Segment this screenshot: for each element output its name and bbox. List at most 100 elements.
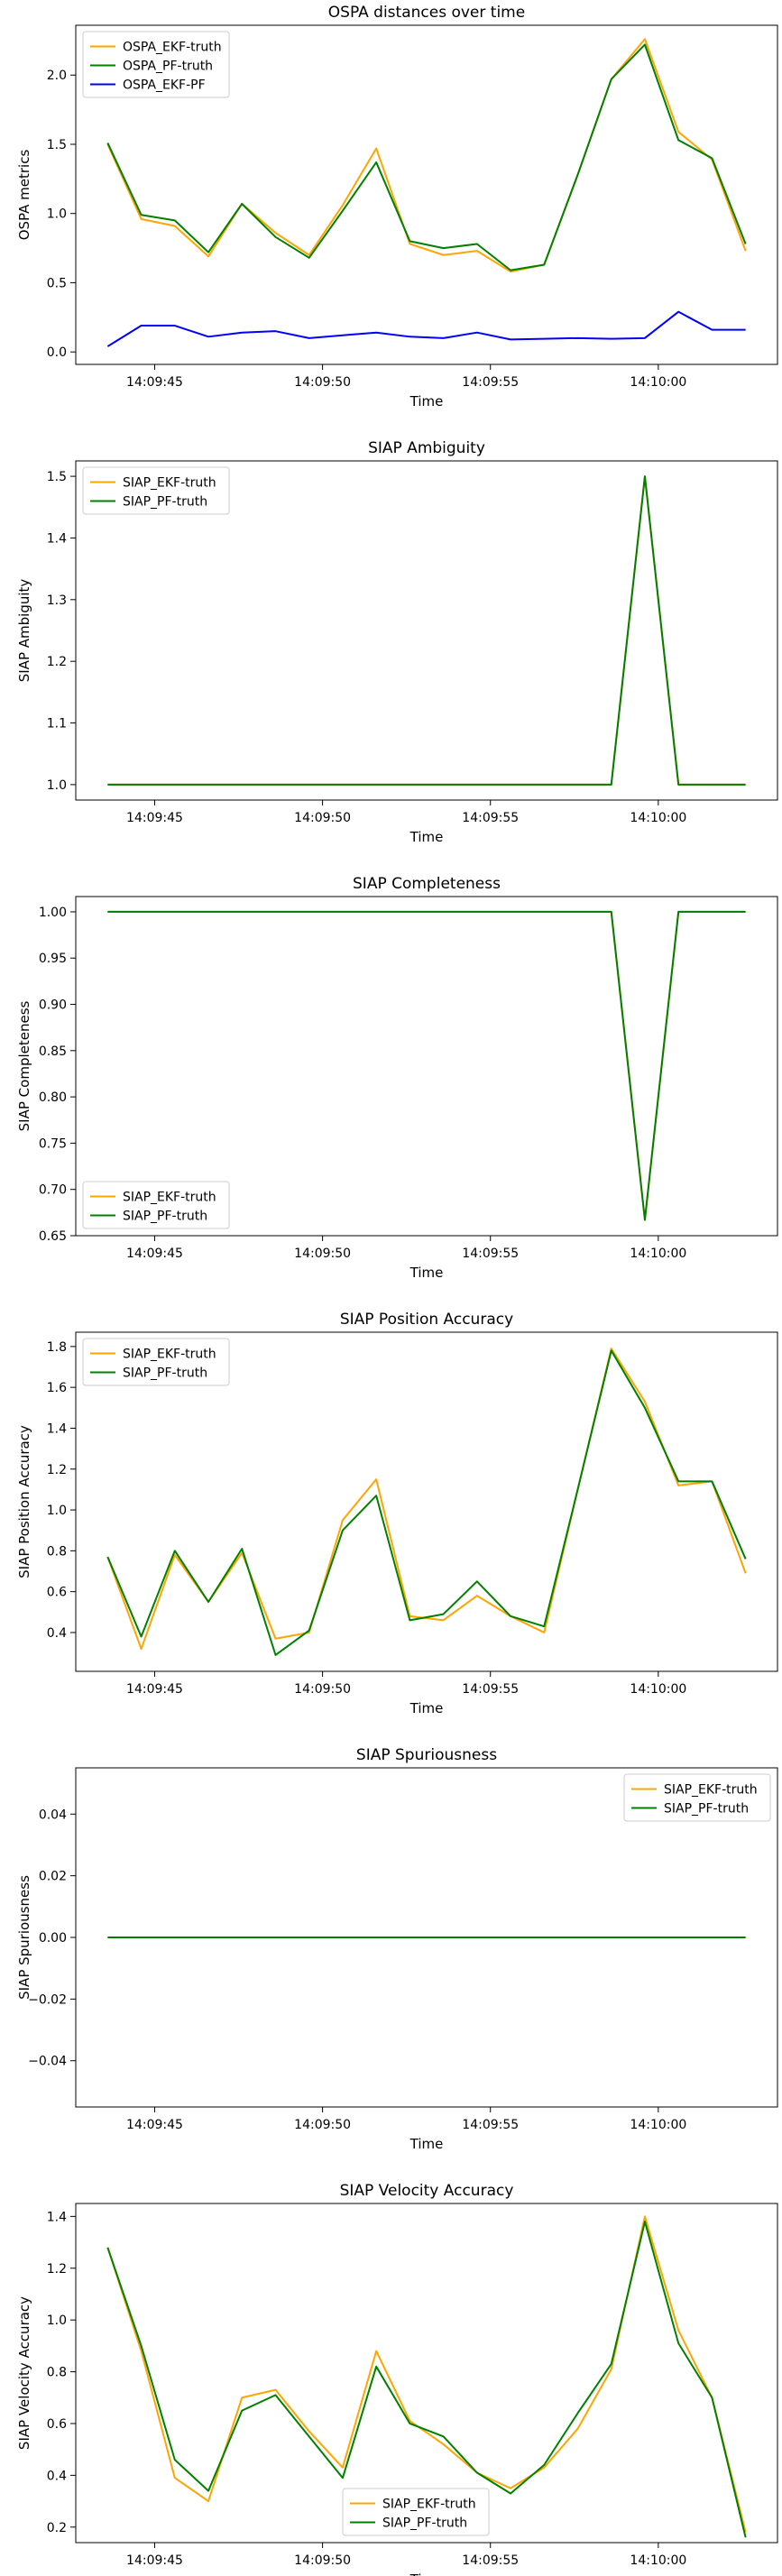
legend: SIAP_EKF-truth SIAP_PF-truth [623, 1773, 771, 1822]
series-line-siap-ekf-truth [106, 1348, 747, 1651]
y-tick-label: 1.0 [47, 207, 67, 222]
y-tick-label: 0.90 [39, 998, 67, 1013]
x-tick-label: 14:09:55 [462, 1247, 519, 1261]
series-group [107, 910, 746, 1221]
x-axis-label: Time [409, 829, 444, 845]
x-tick-label: 14:10:00 [630, 1682, 686, 1697]
x-tick-label: 14:09:45 [126, 1247, 183, 1261]
series-group [106, 1348, 747, 1656]
legend-label: SIAP_EKF-truth [382, 2498, 476, 2512]
series-line-ospa-ekf-pf [106, 310, 746, 347]
x-axis-label: Time [409, 2136, 444, 2152]
series-line-siap-ekf-truth [106, 2215, 747, 2533]
legend-box [342, 2488, 490, 2536]
legend-label: SIAP_EKF-truth [123, 1191, 216, 1205]
legend-box [82, 1181, 230, 1229]
series-group [107, 475, 746, 786]
chart-panel-6: SIAP Velocity Accuracy 0.2 0.4 0.6 0.8 1.0 1.2… [16, 2182, 778, 2576]
plot-frame [75, 460, 778, 801]
series-line-siap-pf-truth [106, 2221, 747, 2538]
chart-panel-3: SIAP Completeness 0.65 0.70 0.75 0.80 0.85 0.9… [16, 875, 778, 1281]
legend-box [82, 31, 230, 98]
series-group [106, 38, 747, 347]
series-group [106, 2215, 747, 2538]
chart-title: OSPA distances over time [328, 4, 525, 22]
legend-box [623, 1773, 771, 1822]
x-tick-label: 14:09:55 [462, 811, 519, 825]
x-tick-label: 14:09:50 [294, 1682, 351, 1697]
y-tick-label: 0.8 [47, 2366, 67, 2380]
series-line-siap-pf-truth [107, 475, 746, 786]
plot-frame [75, 2203, 778, 2544]
y-tick-label: 1.4 [47, 2210, 67, 2224]
y-tick-label: 0.6 [47, 1586, 67, 1600]
chart-title: SIAP Completeness [353, 875, 501, 893]
y-tick-label: 0.75 [39, 1136, 67, 1151]
legend-label: SIAP_EKF-truth [664, 1783, 758, 1798]
legend-label: SIAP_EKF-truth [123, 1348, 216, 1362]
x-tick-label: 14:09:55 [462, 2553, 519, 2568]
legend-label: OSPA_EKF-PF [123, 78, 206, 93]
legend: SIAP_EKF-truth SIAP_PF-truth [82, 1338, 230, 1386]
y-tick-label: 0.04 [39, 1808, 67, 1822]
chart-panel-5: SIAP Spuriousness −0.04 −0.02 0.00 0.02 0.04 1… [16, 1746, 778, 2152]
plot-frame [75, 1331, 778, 1672]
x-axis-label: Time [409, 393, 444, 409]
y-tick-label: 1.5 [47, 138, 67, 152]
y-tick-label: 0.4 [47, 2469, 67, 2483]
x-tick-label: 14:09:55 [462, 2118, 519, 2132]
y-axis-label: SIAP Ambiguity [16, 579, 32, 683]
y-tick-label: 0.95 [39, 952, 67, 966]
series-line-siap-pf-truth [107, 910, 746, 1221]
x-tick-label: 14:10:00 [630, 2553, 686, 2568]
chart-panel-2: SIAP Ambiguity 1.0 1.1 1.2 1.3 1.4 1.5 14:09:45… [16, 439, 778, 845]
legend-label: SIAP_PF-truth [123, 1366, 207, 1381]
y-tick-label: 0.4 [47, 1626, 67, 1641]
y-tick-label: 1.00 [39, 906, 67, 920]
y-tick-label: 0.70 [39, 1183, 67, 1198]
y-tick-label: 0.65 [39, 1229, 67, 1244]
y-tick-label: 1.0 [47, 778, 67, 793]
chart-title: SIAP Spuriousness [356, 1746, 497, 1764]
y-tick-label: 1.4 [47, 531, 67, 546]
y-tick-label: 1.3 [47, 593, 67, 608]
series-line-ospa-pf-truth [106, 43, 747, 271]
x-tick-label: 14:10:00 [630, 811, 686, 825]
legend-label: SIAP_PF-truth [123, 495, 207, 510]
chart-title: SIAP Ambiguity [368, 439, 485, 457]
y-tick-label: 0.00 [39, 1931, 67, 1946]
x-tick-label: 14:09:50 [294, 1247, 351, 1261]
series-line-ospa-ekf-truth [106, 38, 747, 273]
x-tick-label: 14:09:50 [294, 2553, 351, 2568]
y-tick-label: 1.2 [47, 2262, 67, 2277]
y-tick-label: 0.5 [47, 276, 67, 290]
y-axis-label: SIAP Spuriousness [16, 1875, 32, 2000]
x-axis-label: Time [409, 1265, 444, 1281]
y-axis-label: SIAP Position Accuracy [16, 1425, 32, 1578]
x-tick-label: 14:09:45 [126, 2553, 183, 2568]
y-axis-label: SIAP Velocity Accuracy [16, 2296, 32, 2450]
plot-frame [75, 24, 778, 365]
y-tick-label: 1.1 [47, 717, 67, 731]
x-tick-label: 14:09:45 [126, 1682, 183, 1697]
y-tick-label: 1.0 [47, 1504, 67, 1518]
plot-frame [75, 896, 778, 1237]
y-axis-label: SIAP Completeness [16, 1000, 32, 1131]
legend: SIAP_EKF-truth SIAP_PF-truth [342, 2488, 490, 2536]
chart-panel-1: OSPA distances over time 0.0 0.5 1.0 1.5 2.0 1… [16, 4, 778, 409]
y-tick-label: 0.8 [47, 1544, 67, 1559]
y-tick-label: 1.8 [47, 1340, 67, 1355]
y-tick-label: 1.0 [47, 2314, 67, 2328]
legend-label: SIAP_EKF-truth [123, 476, 216, 491]
x-tick-label: 14:10:00 [630, 2118, 686, 2132]
legend: SIAP_EKF-truth SIAP_PF-truth [82, 1181, 230, 1229]
y-tick-label: 1.2 [47, 655, 67, 669]
series-line-siap-pf-truth [106, 1349, 747, 1656]
legend-label: SIAP_PF-truth [123, 1210, 207, 1224]
legend: OSPA_EKF-truth OSPA_PF-truth OSPA_EKF-PF [82, 31, 230, 98]
y-tick-label: 0.85 [39, 1044, 67, 1059]
y-tick-label: 1.4 [47, 1421, 67, 1436]
x-tick-label: 14:09:50 [294, 2118, 351, 2132]
x-tick-label: 14:09:45 [126, 2118, 183, 2132]
